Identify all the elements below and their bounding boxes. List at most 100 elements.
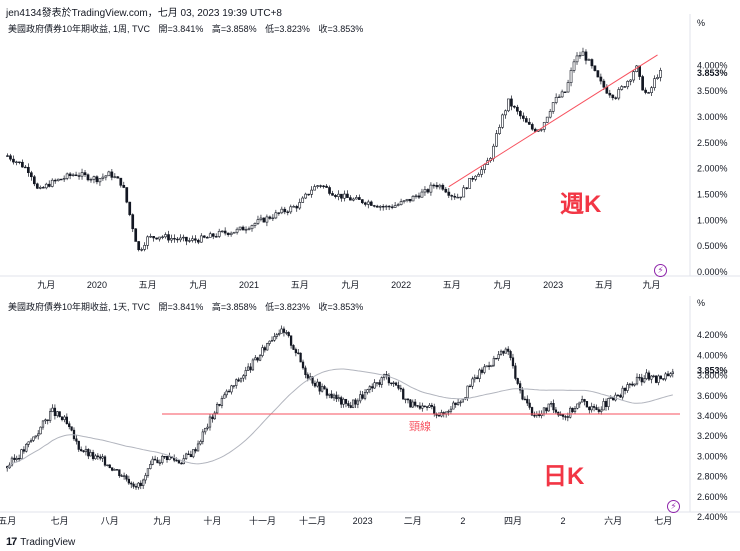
candle-body bbox=[310, 189, 313, 195]
candle-body bbox=[92, 176, 96, 180]
candle-body bbox=[583, 399, 586, 402]
candle bbox=[325, 387, 329, 399]
weekly-symbol[interactable]: 美國政府債券10年期收益, 1周, TVC bbox=[8, 24, 151, 34]
candle-body bbox=[101, 176, 105, 179]
candle bbox=[638, 374, 641, 381]
candle-body bbox=[230, 385, 233, 393]
candle bbox=[563, 91, 567, 93]
candle bbox=[139, 480, 142, 490]
candle bbox=[617, 87, 621, 101]
candle bbox=[137, 241, 141, 252]
candle-body bbox=[111, 467, 114, 471]
candle bbox=[80, 446, 83, 452]
daily-symbol[interactable]: 美國政府債券10年期收益, 1天, TVC bbox=[8, 302, 151, 312]
candle-body bbox=[474, 175, 477, 180]
candle-body bbox=[399, 387, 402, 390]
candle bbox=[278, 329, 281, 337]
candle bbox=[522, 112, 525, 122]
candle-body bbox=[283, 208, 287, 213]
candle bbox=[560, 89, 564, 98]
weekly-big-label: 週K bbox=[560, 191, 602, 218]
candle bbox=[590, 402, 593, 413]
daily-pane: 美國政府債券10年期收益, 1天, TVC 開=3.841% 高=3.858% … bbox=[0, 296, 740, 532]
candle bbox=[476, 375, 479, 380]
candle-body bbox=[35, 183, 39, 189]
candle-body bbox=[17, 457, 21, 460]
candle bbox=[659, 375, 663, 380]
axis-unit-label: % bbox=[697, 298, 705, 308]
candle bbox=[65, 172, 69, 181]
candle bbox=[142, 478, 145, 489]
candle bbox=[87, 448, 90, 460]
candle-body bbox=[131, 214, 135, 230]
candle-body bbox=[244, 229, 248, 231]
candle-body bbox=[189, 454, 193, 458]
candle bbox=[170, 234, 173, 243]
candle bbox=[351, 399, 355, 409]
candle bbox=[328, 185, 331, 196]
candle bbox=[37, 430, 40, 440]
candle-body bbox=[268, 216, 272, 219]
candle-body bbox=[213, 412, 216, 420]
footer-brand[interactable]: TradingView bbox=[20, 536, 76, 548]
candle bbox=[332, 393, 336, 401]
candle bbox=[507, 98, 510, 113]
candle-body bbox=[554, 96, 558, 103]
candle bbox=[191, 235, 194, 243]
candle bbox=[346, 190, 349, 198]
candle-body bbox=[37, 433, 40, 437]
x-tick-label: 九月 bbox=[37, 280, 55, 290]
daily-flash-icon[interactable]: ⚡ bbox=[667, 500, 680, 513]
candle-body bbox=[155, 237, 158, 240]
candle bbox=[251, 358, 255, 371]
candle-body bbox=[566, 416, 569, 418]
candle-body bbox=[192, 449, 195, 458]
daily-chart[interactable]: % 2.400% 2.600% 2.800% 3.000% 3.200% 3.400% 3.6… bbox=[0, 296, 740, 532]
candle-body bbox=[27, 166, 30, 174]
candle-body bbox=[158, 236, 161, 240]
candle-body bbox=[369, 201, 373, 206]
trendline bbox=[448, 54, 658, 188]
candle-body bbox=[289, 206, 293, 213]
candle-body bbox=[286, 211, 290, 213]
candle-body bbox=[657, 375, 660, 383]
candle-body bbox=[511, 357, 515, 367]
weekly-chart[interactable]: % 0.000% 0.500% 1.000% 1.500% 2.000% 2.500% 3.0… bbox=[0, 14, 740, 296]
candle-body bbox=[34, 435, 37, 438]
candle bbox=[319, 184, 322, 189]
candle bbox=[298, 198, 302, 210]
candle-body bbox=[409, 399, 412, 408]
candle bbox=[514, 362, 517, 381]
candle bbox=[44, 418, 47, 425]
candle-body bbox=[417, 195, 421, 198]
candle-body bbox=[498, 127, 501, 134]
tradingview-logo-icon[interactable]: 17 bbox=[6, 536, 17, 548]
candle-body bbox=[249, 366, 252, 371]
candle bbox=[356, 398, 360, 409]
candle bbox=[273, 332, 276, 342]
candle-body bbox=[330, 393, 333, 399]
candle-body bbox=[306, 374, 309, 379]
candle-body bbox=[47, 183, 51, 187]
candle bbox=[211, 414, 214, 423]
candle bbox=[335, 391, 338, 402]
weekly-flash-icon[interactable]: ⚡ bbox=[654, 264, 667, 277]
candle-body bbox=[510, 98, 513, 107]
candle bbox=[256, 215, 260, 225]
candle-body bbox=[75, 438, 78, 442]
candle bbox=[158, 459, 162, 466]
candle-body bbox=[313, 186, 316, 191]
candle bbox=[340, 193, 343, 202]
candle-body bbox=[32, 436, 35, 441]
candle-body bbox=[199, 235, 203, 243]
candle-body bbox=[554, 409, 558, 413]
candle-body bbox=[177, 460, 181, 464]
x-tick-label: 2022 bbox=[391, 280, 411, 290]
candle bbox=[15, 160, 18, 166]
candle-body bbox=[351, 399, 355, 408]
candle-body bbox=[227, 390, 231, 393]
candle bbox=[313, 380, 317, 388]
candle bbox=[30, 170, 33, 181]
candle-body bbox=[280, 208, 284, 214]
candle bbox=[578, 401, 581, 408]
